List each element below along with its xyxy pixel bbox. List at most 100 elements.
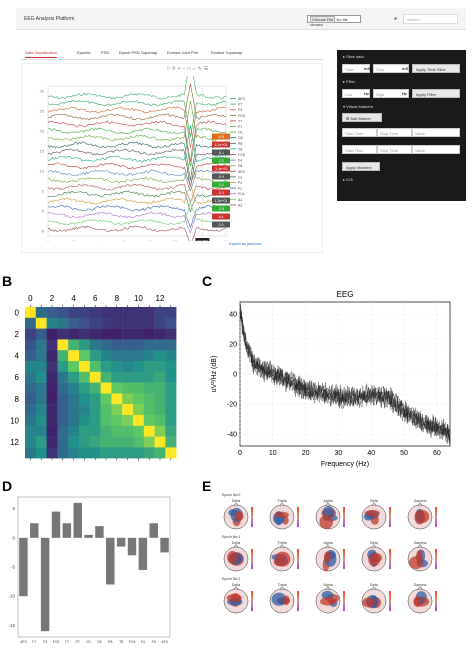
apply-time-slice-button[interactable]: Apply Time Slice bbox=[412, 64, 460, 73]
eeg-channel-label: Pz bbox=[238, 181, 242, 185]
heatmap-cell bbox=[111, 393, 123, 405]
heatmap-cell bbox=[122, 371, 134, 383]
colorbar-step bbox=[297, 512, 299, 515]
colorbar-step bbox=[389, 559, 391, 562]
filter-high-input[interactable]: High bbox=[373, 89, 409, 98]
heatmap-cell bbox=[122, 436, 134, 448]
slice-stop-input[interactable]: Stop bbox=[373, 64, 409, 73]
topomap-colorbar bbox=[297, 549, 299, 570]
slice-data-header[interactable]: ▸ Slice data bbox=[343, 54, 364, 59]
heatmap-cell bbox=[25, 307, 36, 318]
search-input[interactable]: Search bbox=[403, 14, 458, 24]
heatmap-cell bbox=[154, 404, 166, 416]
heatmap-y-tick: 0 bbox=[15, 308, 20, 317]
heatmap-cell bbox=[68, 393, 80, 405]
heatmap-cell bbox=[100, 415, 112, 426]
bar bbox=[30, 523, 39, 538]
epoch-label: Epoch No:0 bbox=[222, 493, 240, 497]
add-marker-button[interactable]: ⊞ Add Marker bbox=[342, 113, 382, 122]
marker-2-start[interactable]: Start Time bbox=[342, 145, 377, 154]
badge-value: 4.1e+01 bbox=[215, 143, 228, 147]
apply-markers-button[interactable]: Apply Markers bbox=[342, 162, 380, 171]
ica-header[interactable]: ▸ ICA bbox=[343, 177, 353, 182]
topomap-colorbar bbox=[343, 549, 345, 570]
filter-low-input[interactable]: Low bbox=[342, 89, 370, 98]
bar-chart: 5 0 -5 -10 -15 AF3 F7 F3 FC5 T7 P7 O1 O2 P8 T8 FC6 F4 F8 A… bbox=[8, 496, 171, 644]
eeg-channel-label: T8 bbox=[238, 147, 242, 151]
tab-psd[interactable]: PSD bbox=[101, 50, 110, 55]
tab-epoch-psd-topomap[interactable]: Epoch PSD Topomap bbox=[119, 50, 158, 55]
colorbar-step bbox=[297, 554, 299, 557]
colorbar-step bbox=[297, 601, 299, 604]
colorbar-step bbox=[251, 509, 253, 513]
heatmap-x-tick: 4 bbox=[71, 294, 76, 303]
colorbar-step bbox=[343, 519, 345, 523]
heatmap-cell bbox=[68, 307, 80, 318]
colorbar-step bbox=[389, 551, 391, 555]
user-icon[interactable]: ● bbox=[394, 16, 398, 22]
marker-2-stop[interactable]: Stop Time bbox=[377, 145, 412, 154]
tab-evoked-joint-plot[interactable]: Evoked Joint Plot bbox=[167, 50, 198, 55]
topomap-head bbox=[407, 544, 433, 572]
filter-header[interactable]: ▸ Filter bbox=[343, 79, 356, 84]
virtual-markers-header[interactable]: ▾ Virtual Markers bbox=[343, 104, 373, 109]
marker-2-value[interactable]: Value bbox=[412, 145, 460, 154]
colorbar-step bbox=[251, 522, 253, 525]
colorbar-step bbox=[251, 549, 253, 552]
heatmap-cell bbox=[111, 307, 123, 318]
eeg-timeseries-chart[interactable]: 302520151050-502468101214AF3F7F3FC5T7P7O… bbox=[26, 76, 316, 241]
heatmap-cell bbox=[25, 382, 36, 394]
tab-data-visualization[interactable]: Data Visualization bbox=[25, 50, 57, 58]
marker-1-stop[interactable]: Stop Time bbox=[377, 128, 412, 137]
eeg-channel-trace bbox=[47, 127, 227, 167]
heatmap-cell bbox=[25, 425, 36, 437]
heatmap-cell bbox=[111, 425, 123, 437]
band-label: Delta bbox=[232, 541, 240, 545]
channel-value-badge: 2.3 bbox=[212, 157, 230, 164]
marker-1-value[interactable]: Value bbox=[412, 128, 460, 137]
heatmap-cell bbox=[133, 447, 144, 459]
colorbar-step bbox=[389, 606, 391, 609]
slice-data-title: Slice data bbox=[346, 54, 364, 59]
heatmap-cell bbox=[25, 361, 36, 372]
heatmap-cell bbox=[154, 415, 166, 426]
heatmap-cell bbox=[57, 317, 69, 329]
plot-toolbar[interactable]: □⚲+−□⌂✎☰ bbox=[167, 66, 211, 72]
colorbar-step bbox=[435, 598, 437, 602]
export-link[interactable]: Export as json/csv bbox=[229, 241, 262, 246]
choose-file-button[interactable]: Choose File bbox=[310, 16, 336, 23]
heatmap-cell bbox=[154, 393, 166, 405]
heatmap-cell bbox=[100, 393, 112, 405]
band-label: Beta bbox=[370, 583, 377, 587]
eeg-channel-trace bbox=[47, 83, 227, 121]
colorbar-step bbox=[343, 596, 345, 599]
heatmap-cell bbox=[46, 371, 58, 383]
colorbar-step bbox=[435, 556, 437, 560]
topomap-colorbar bbox=[297, 591, 299, 612]
topomap-head bbox=[223, 586, 249, 614]
eeg-channel-label: F4 bbox=[238, 159, 242, 163]
nose bbox=[233, 586, 239, 590]
tab-evoked-topomap[interactable]: Evoked Topomap bbox=[211, 50, 242, 55]
heatmap-cell bbox=[165, 415, 177, 426]
control-sidebar: ▸ Slice data Start mS Stop mS Apply Time… bbox=[337, 50, 466, 201]
brand-title[interactable]: EEG Analysis Platform bbox=[24, 16, 75, 22]
apply-filter-button[interactable]: Apply Filter bbox=[412, 89, 460, 98]
file-upload[interactable]: Choose File No file chosen bbox=[307, 15, 361, 27]
badge-bg bbox=[212, 197, 230, 204]
heatmap-cell bbox=[111, 350, 123, 362]
eeg-x-tick: 14 bbox=[224, 239, 229, 241]
nose bbox=[371, 586, 377, 590]
colorbar-step bbox=[297, 522, 299, 525]
heatmap-cell bbox=[25, 339, 36, 351]
marker-1-start[interactable]: Start Time bbox=[342, 128, 377, 137]
colorbar-step bbox=[343, 606, 345, 609]
heatmap-cell bbox=[154, 371, 166, 383]
topomap-patch bbox=[364, 509, 380, 517]
heatmap-cell bbox=[154, 382, 166, 394]
heatmap-cell bbox=[122, 307, 134, 318]
tab-epochs[interactable]: Epochs bbox=[77, 50, 91, 55]
heatmap-cell bbox=[68, 339, 80, 351]
slice-start-input[interactable]: Start bbox=[342, 64, 370, 73]
heatmap-x-tick: 0 bbox=[28, 294, 33, 303]
